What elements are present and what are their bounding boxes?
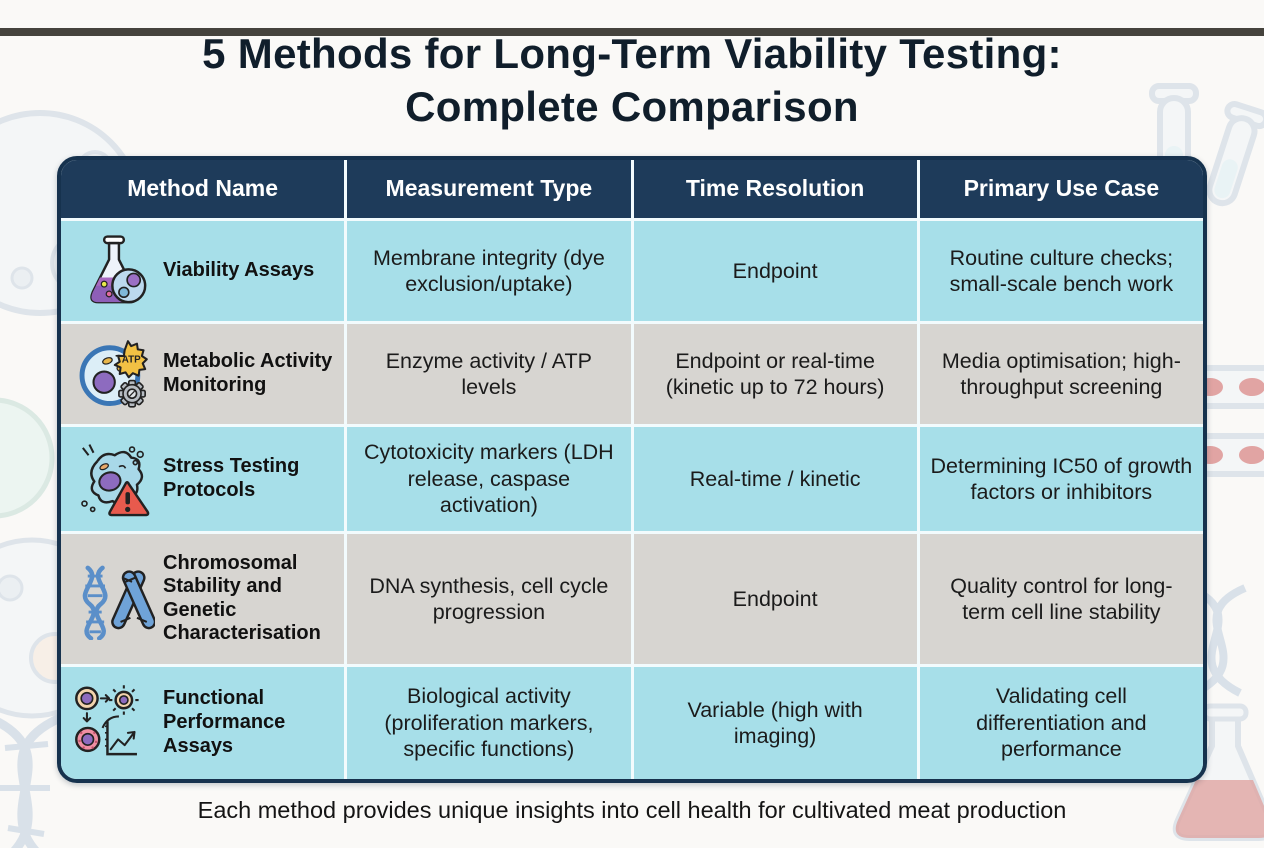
cell-doodle-left: [0, 397, 55, 519]
infographic-root: 5 Methods for Long-Term Viability Testin…: [0, 28, 1264, 824]
table-row-4-method: Chromosomal Stability and Genetic Charac…: [61, 533, 345, 664]
table-cell-use-case: Determining IC50 of growth factors or in…: [919, 426, 1203, 531]
flask-cell-icon: [73, 230, 155, 312]
column-header-measurement-type: Measurement Type: [347, 159, 631, 218]
method-name-label: Stress Testing Protocols: [163, 455, 300, 501]
table-cell-time-resolution: Endpoint: [633, 533, 917, 664]
title-line-1: 5 Methods for Long-Term Viability Testin…: [202, 30, 1062, 77]
top-edge-strip: [0, 28, 1264, 36]
table-row-5-method: Functional Performance Assays: [61, 666, 345, 779]
dna-doodle-right: [1188, 584, 1247, 697]
dna-chromosome-icon: [73, 558, 155, 640]
page-title: 5 Methods for Long-Term Viability Testin…: [0, 28, 1264, 134]
table-cell-time-resolution: Variable (high with imaging): [633, 666, 917, 779]
table-row-2-method: ATP Metabolic Activity Monitoring: [61, 323, 345, 424]
method-name-label: Functional Performance Assays: [163, 687, 286, 757]
table-cell-measurement: Biological activity (proliferation marke…: [347, 666, 631, 779]
table-cell-measurement: Enzyme activity / ATP levels: [347, 323, 631, 424]
method-name-label: Chromosomal Stability and Genetic Charac…: [163, 551, 321, 645]
method-name-label: Metabolic Activity Monitoring: [163, 350, 333, 396]
flask-doodle-bottom-right: [1172, 703, 1264, 841]
footer-note: Each method provides unique insights int…: [197, 796, 1067, 823]
comparison-table: Method Name Measurement Type Time Resolu…: [57, 155, 1207, 783]
table-cell-time-resolution: Endpoint: [633, 220, 917, 321]
cell-differentiation-chart-icon: [73, 682, 155, 764]
column-header-time-resolution: Time Resolution: [633, 159, 917, 218]
dna-doodle-bottom-left: [0, 713, 62, 848]
svg-text:ATP: ATP: [122, 354, 141, 365]
table-cell-measurement: Cytotoxicity markers (LDH release, caspa…: [347, 426, 631, 531]
table-cell-use-case: Routine culture checks; small-scale benc…: [919, 220, 1203, 321]
table-cell-use-case: Media optimisation; high-throughput scre…: [919, 323, 1203, 424]
column-header-method-name: Method Name: [61, 159, 345, 218]
table-row-3-method: Stress Testing Protocols: [61, 426, 345, 531]
table-cell-measurement: DNA synthesis, cell cycle progression: [347, 533, 631, 664]
title-line-2: Complete Comparison: [405, 82, 859, 130]
table-cell-use-case: Validating cell differentiation and perf…: [919, 666, 1203, 779]
method-name-label: Viability Assays: [163, 259, 315, 282]
table-cell-time-resolution: Real-time / kinetic: [633, 426, 917, 531]
table-cell-use-case: Quality control for long-term cell line …: [919, 533, 1203, 664]
table-cell-time-resolution: Endpoint or real-time (kinetic up to 72 …: [633, 323, 917, 424]
atp-cell-gear-icon: ATP: [73, 333, 155, 415]
table-row-1-method: Viability Assays: [61, 220, 345, 321]
column-header-primary-use-case: Primary Use Case: [919, 159, 1203, 218]
stressed-cell-warning-icon: [73, 438, 155, 520]
table-cell-measurement: Membrane integrity (dye exclusion/uptake…: [347, 220, 631, 321]
